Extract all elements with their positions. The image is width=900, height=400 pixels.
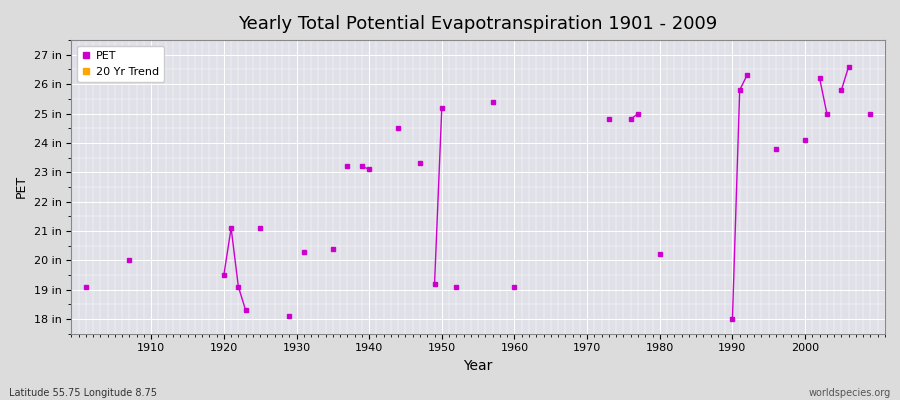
Legend: PET, 20 Yr Trend: PET, 20 Yr Trend [76, 46, 165, 82]
Text: worldspecies.org: worldspecies.org [809, 388, 891, 398]
X-axis label: Year: Year [464, 359, 493, 373]
Y-axis label: PET: PET [15, 175, 28, 198]
Title: Yearly Total Potential Evapotranspiration 1901 - 2009: Yearly Total Potential Evapotranspiratio… [238, 15, 718, 33]
Text: Latitude 55.75 Longitude 8.75: Latitude 55.75 Longitude 8.75 [9, 388, 157, 398]
